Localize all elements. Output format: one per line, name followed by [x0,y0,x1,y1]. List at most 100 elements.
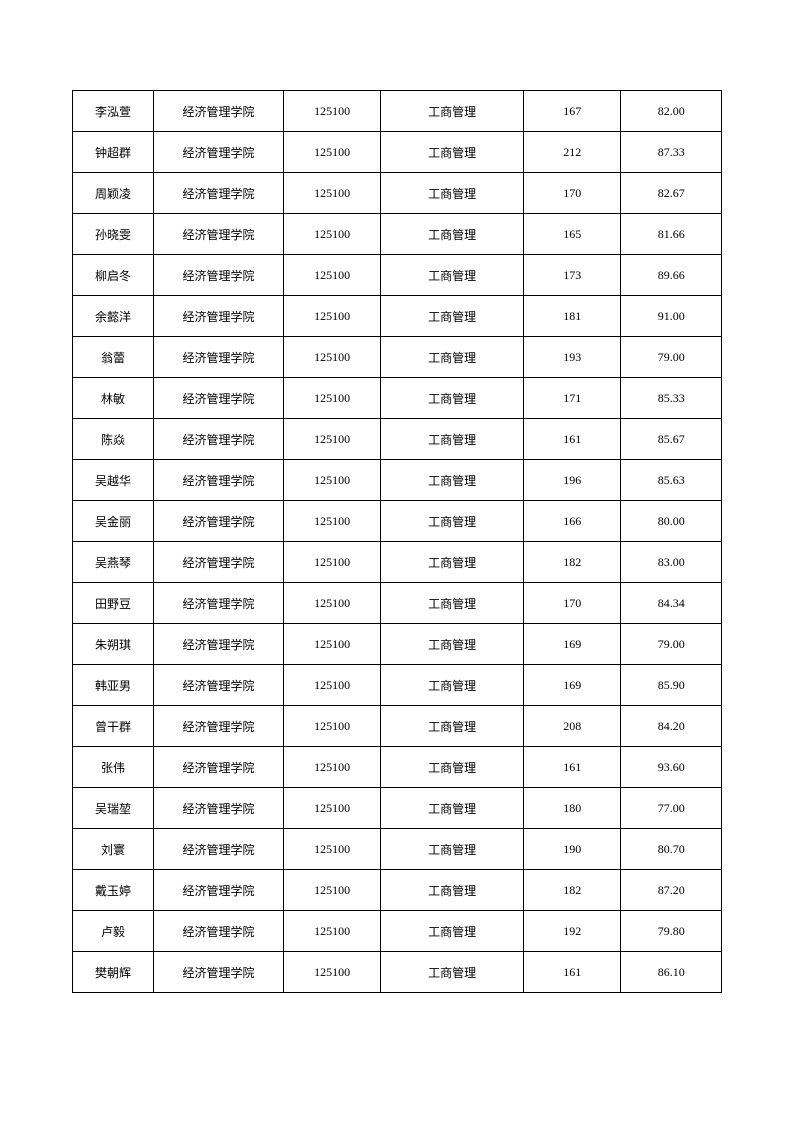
cell-major: 工商管理 [381,378,524,419]
cell-code: 125100 [283,132,380,173]
table-row: 田野豆经济管理学院125100工商管理17084.34 [73,583,722,624]
cell-name: 陈焱 [73,419,154,460]
table-row: 余懿洋经济管理学院125100工商管理18191.00 [73,296,722,337]
cell-major: 工商管理 [381,91,524,132]
cell-major: 工商管理 [381,255,524,296]
cell-name: 翁蕾 [73,337,154,378]
cell-score2: 93.60 [621,747,722,788]
table-row: 吴燕琴经济管理学院125100工商管理18283.00 [73,542,722,583]
cell-score1: 173 [524,255,621,296]
cell-major: 工商管理 [381,911,524,952]
table-row: 曾干群经济管理学院125100工商管理20884.20 [73,706,722,747]
cell-name: 韩亚男 [73,665,154,706]
cell-major: 工商管理 [381,337,524,378]
cell-name: 李泓萱 [73,91,154,132]
table-row: 戴玉婷经济管理学院125100工商管理18287.20 [73,870,722,911]
cell-code: 125100 [283,501,380,542]
cell-dept: 经济管理学院 [154,132,284,173]
cell-dept: 经济管理学院 [154,214,284,255]
cell-code: 125100 [283,460,380,501]
cell-score1: 161 [524,747,621,788]
table-body: 李泓萱经济管理学院125100工商管理16782.00钟超群经济管理学院1251… [73,91,722,993]
cell-major: 工商管理 [381,952,524,993]
cell-score1: 165 [524,214,621,255]
cell-score1: 170 [524,173,621,214]
cell-major: 工商管理 [381,706,524,747]
cell-score1: 171 [524,378,621,419]
cell-score2: 83.00 [621,542,722,583]
cell-score2: 87.20 [621,870,722,911]
table-row: 陈焱经济管理学院125100工商管理16185.67 [73,419,722,460]
cell-dept: 经济管理学院 [154,829,284,870]
table-row: 张伟经济管理学院125100工商管理16193.60 [73,747,722,788]
cell-score1: 161 [524,952,621,993]
cell-major: 工商管理 [381,583,524,624]
cell-dept: 经济管理学院 [154,91,284,132]
data-table: 李泓萱经济管理学院125100工商管理16782.00钟超群经济管理学院1251… [72,90,722,993]
cell-score2: 82.67 [621,173,722,214]
cell-major: 工商管理 [381,214,524,255]
cell-score1: 196 [524,460,621,501]
cell-dept: 经济管理学院 [154,296,284,337]
cell-code: 125100 [283,788,380,829]
cell-name: 柳启冬 [73,255,154,296]
table-row: 吴瑞堃经济管理学院125100工商管理18077.00 [73,788,722,829]
cell-name: 林敏 [73,378,154,419]
cell-dept: 经济管理学院 [154,337,284,378]
cell-score2: 82.00 [621,91,722,132]
cell-code: 125100 [283,665,380,706]
table-row: 孙晓雯经济管理学院125100工商管理16581.66 [73,214,722,255]
cell-name: 樊朝辉 [73,952,154,993]
cell-score2: 85.33 [621,378,722,419]
cell-name: 吴燕琴 [73,542,154,583]
cell-score2: 85.63 [621,460,722,501]
cell-score2: 77.00 [621,788,722,829]
cell-score1: 169 [524,665,621,706]
cell-major: 工商管理 [381,132,524,173]
cell-major: 工商管理 [381,870,524,911]
cell-major: 工商管理 [381,296,524,337]
cell-major: 工商管理 [381,542,524,583]
table-row: 林敏经济管理学院125100工商管理17185.33 [73,378,722,419]
cell-code: 125100 [283,911,380,952]
cell-dept: 经济管理学院 [154,706,284,747]
cell-code: 125100 [283,296,380,337]
cell-name: 周颖凌 [73,173,154,214]
cell-dept: 经济管理学院 [154,870,284,911]
cell-dept: 经济管理学院 [154,378,284,419]
cell-score2: 85.90 [621,665,722,706]
cell-score2: 89.66 [621,255,722,296]
cell-score1: 161 [524,419,621,460]
cell-major: 工商管理 [381,419,524,460]
cell-major: 工商管理 [381,788,524,829]
cell-score1: 212 [524,132,621,173]
table-row: 刘寰经济管理学院125100工商管理19080.70 [73,829,722,870]
cell-name: 钟超群 [73,132,154,173]
cell-name: 吴瑞堃 [73,788,154,829]
table-row: 吴金丽经济管理学院125100工商管理16680.00 [73,501,722,542]
cell-major: 工商管理 [381,460,524,501]
table-row: 周颖凌经济管理学院125100工商管理17082.67 [73,173,722,214]
cell-name: 吴金丽 [73,501,154,542]
cell-name: 刘寰 [73,829,154,870]
table-row: 樊朝辉经济管理学院125100工商管理16186.10 [73,952,722,993]
cell-dept: 经济管理学院 [154,255,284,296]
cell-dept: 经济管理学院 [154,747,284,788]
cell-major: 工商管理 [381,665,524,706]
cell-score1: 190 [524,829,621,870]
cell-score1: 192 [524,911,621,952]
cell-dept: 经济管理学院 [154,665,284,706]
cell-score2: 84.34 [621,583,722,624]
cell-score1: 169 [524,624,621,665]
table-row: 吴越华经济管理学院125100工商管理19685.63 [73,460,722,501]
cell-code: 125100 [283,952,380,993]
cell-score1: 182 [524,542,621,583]
cell-name: 戴玉婷 [73,870,154,911]
cell-major: 工商管理 [381,624,524,665]
cell-dept: 经济管理学院 [154,501,284,542]
cell-score2: 81.66 [621,214,722,255]
cell-dept: 经济管理学院 [154,542,284,583]
cell-score2: 80.00 [621,501,722,542]
cell-score1: 180 [524,788,621,829]
cell-code: 125100 [283,829,380,870]
